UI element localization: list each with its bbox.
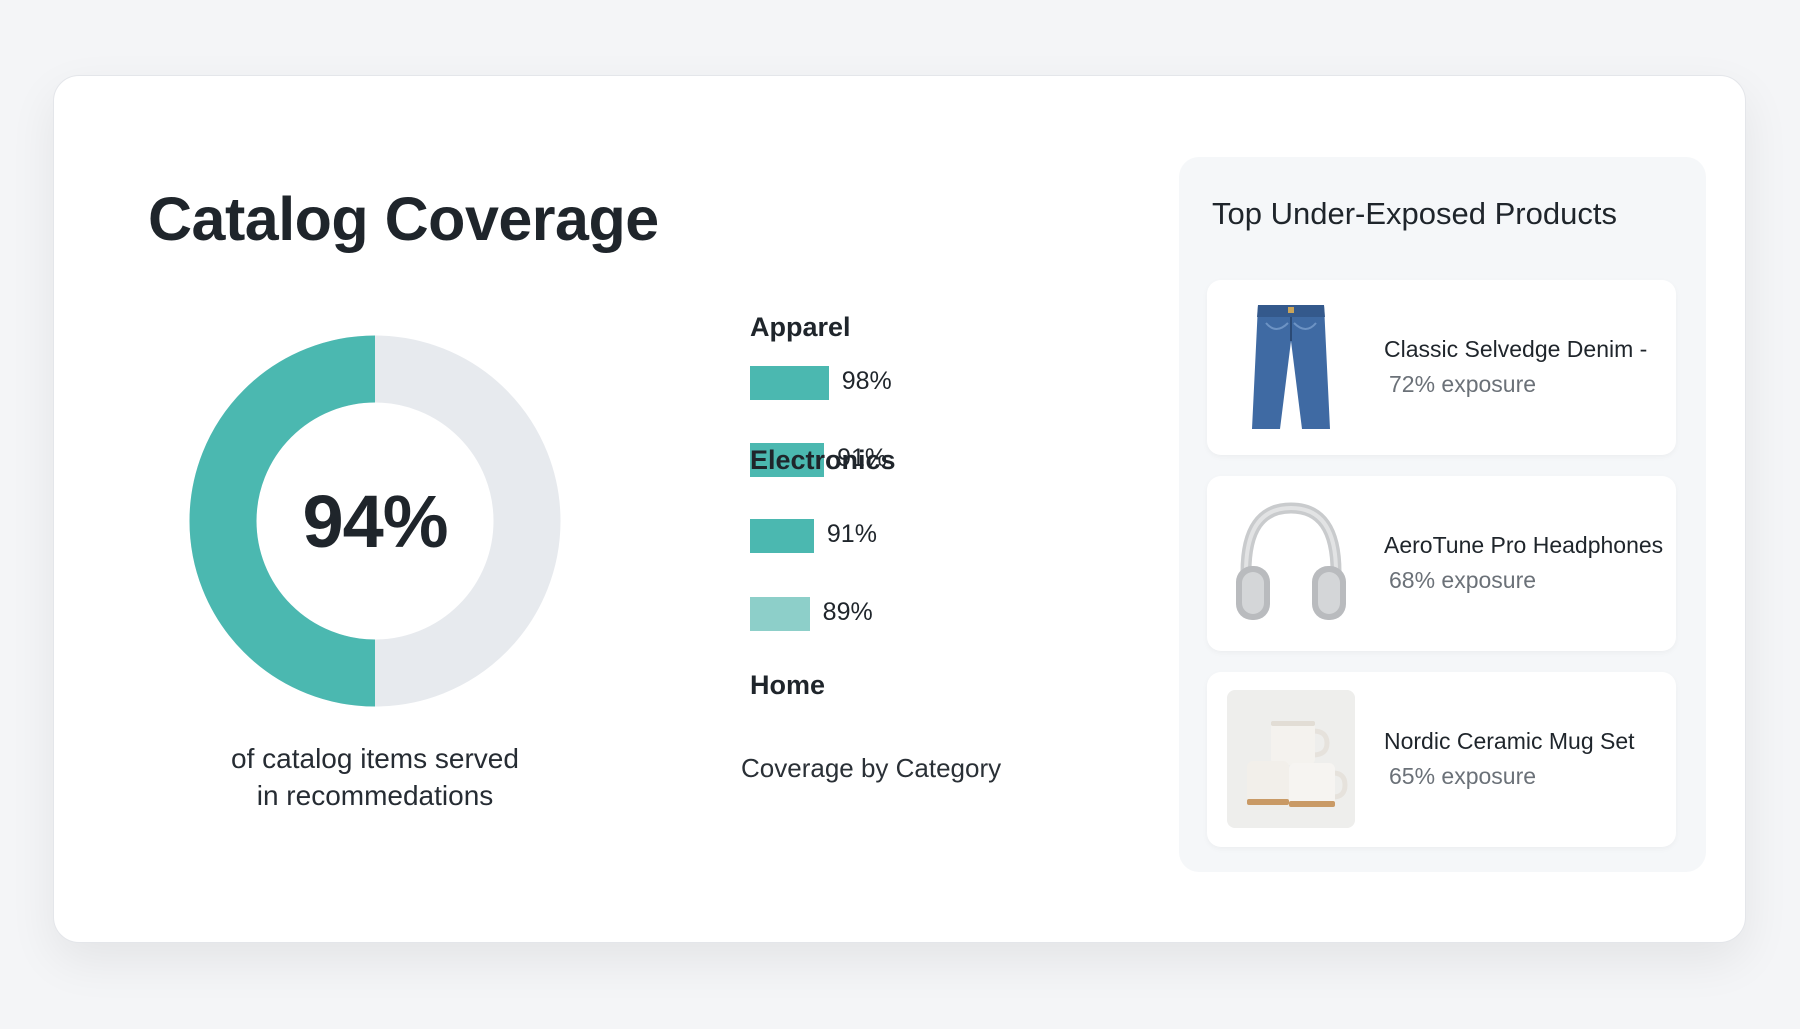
jeans-icon	[1227, 298, 1355, 436]
category-bar	[750, 366, 829, 400]
category-bar	[750, 519, 814, 553]
donut-caption-line2: in recommedations	[256, 780, 494, 811]
product-exposure: 68% exposure	[1389, 567, 1537, 593]
headphones-icon	[1227, 494, 1355, 632]
product-card-mugs[interactable]: Nordic Ceramic Mug Set 65% exposure	[1207, 672, 1676, 847]
bar-category-label: Electronics	[750, 445, 896, 475]
product-exposure: 65% exposure	[1389, 763, 1537, 789]
bar-value-label: 91%	[837, 444, 888, 472]
donut-caption-line1: of catalog items served	[231, 743, 519, 774]
donut-caption: of catalog items served in recommedation…	[190, 740, 560, 814]
product-name: AeroTune Pro Headphones	[1384, 532, 1664, 558]
mug-icon	[1227, 690, 1355, 828]
product-exposure: 72% exposure	[1389, 371, 1537, 397]
product-card-headphones[interactable]: AeroTune Pro Headphones 68% exposure	[1207, 476, 1676, 651]
bar-category-label: Home	[750, 670, 826, 700]
product-name: Classic Selvedge Denim -	[1384, 336, 1648, 362]
bar-chart-title: Coverage by Category	[741, 753, 1002, 783]
donut-center-value: 94%	[302, 479, 448, 563]
donut-served-slice	[189, 335, 376, 707]
product-card-denim[interactable]: Classic Selvedge Denim - 72% exposure	[1207, 280, 1676, 455]
category-bar	[750, 443, 825, 477]
category-bar	[750, 597, 810, 631]
bar-value-label: 98%	[841, 367, 892, 395]
panel-title: Top Under-Exposed Products	[1212, 196, 1617, 231]
bar-value-label: 89%	[822, 598, 873, 626]
product-name: Nordic Ceramic Mug Set	[1384, 728, 1635, 754]
bar-category-label: Apparel	[750, 312, 851, 342]
coverage-donut: 94%	[189, 335, 561, 707]
page-title: Catalog Coverage	[148, 185, 659, 253]
bar-value-label: 91%	[826, 520, 877, 548]
donut-svg	[189, 335, 561, 707]
